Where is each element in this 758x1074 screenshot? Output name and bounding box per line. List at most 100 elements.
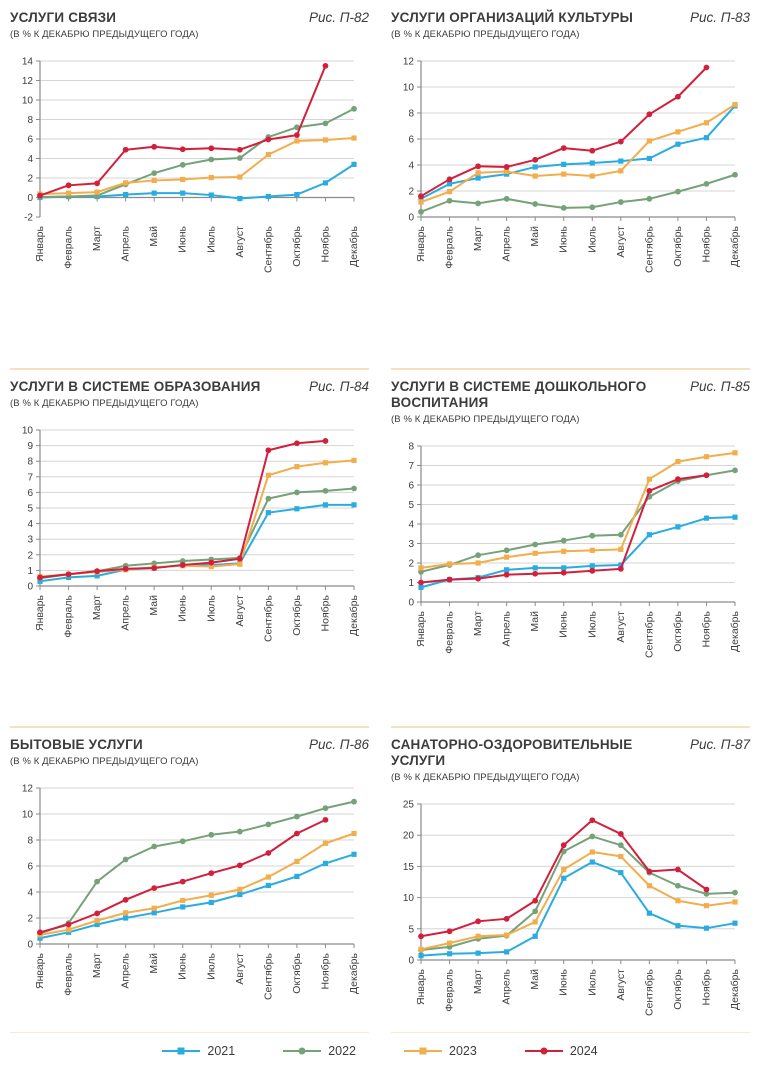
svg-text:Январь: Январь	[34, 952, 46, 989]
svg-text:Август: Август	[234, 226, 246, 258]
legend-label: 2023	[449, 1044, 477, 1058]
svg-text:10: 10	[403, 83, 415, 94]
legend-item-2024: 2024	[524, 1044, 598, 1058]
svg-text:25: 25	[403, 800, 415, 811]
square-marker-icon	[419, 1047, 427, 1055]
svg-text:Декабрь: Декабрь	[729, 968, 741, 1009]
svg-text:Январь: Январь	[415, 610, 427, 647]
legend-line-swatch	[162, 1047, 201, 1055]
line-chart-svg-p87: 0 5 10 15 20 25 Январь Февраль Март Апрель Май Июнь…	[403, 800, 741, 1017]
svg-text:2: 2	[27, 550, 33, 561]
svg-text:9: 9	[27, 441, 33, 452]
svg-text:10: 10	[22, 96, 34, 107]
legend-label: 2024	[569, 1044, 598, 1058]
svg-text:Октябрь: Октябрь	[672, 225, 684, 266]
legend-label: 2021	[207, 1044, 236, 1058]
svg-text:8: 8	[27, 836, 33, 847]
svg-text:2: 2	[27, 174, 33, 185]
chart-subtitle: (В % К ДЕКАБРЮ ПРЕДЫДУЩЕГО ГОДА)	[10, 756, 199, 767]
svg-text:8: 8	[408, 442, 414, 453]
svg-text:5: 5	[27, 504, 33, 515]
svg-text:Март: Март	[472, 969, 484, 994]
svg-text:Октябрь: Октябрь	[672, 610, 684, 651]
svg-text:Июль: Июль	[205, 225, 217, 252]
svg-text:Июль: Июль	[205, 952, 217, 979]
svg-text:2: 2	[408, 559, 414, 570]
svg-text:0: 0	[27, 582, 33, 593]
chart-header: УСЛУГИ В СИСТЕМЕ ДОШКОЛЬНОГО ВОСПИТАНИЯ …	[391, 379, 750, 411]
svg-text:Март: Март	[472, 226, 484, 251]
svg-text:Май: Май	[148, 226, 160, 247]
svg-text:4: 4	[408, 161, 414, 172]
svg-text:Март: Март	[91, 595, 103, 620]
svg-text:6: 6	[27, 862, 33, 873]
svg-text:Октябрь: Октябрь	[672, 968, 684, 1009]
svg-text:Сентябрь: Сентябрь	[643, 610, 655, 658]
legend-line-swatch	[283, 1047, 322, 1055]
svg-text:Декабрь: Декабрь	[348, 952, 360, 993]
chart-card-p86: БЫТОВЫЕ УСЛУГИ Рис. П-86 (В % К ДЕКАБРЮ …	[10, 726, 369, 1020]
svg-text:Октябрь: Октябрь	[291, 594, 303, 635]
svg-text:12: 12	[22, 76, 34, 87]
svg-text:-2: -2	[24, 213, 33, 224]
svg-text:Февраль: Февраль	[63, 594, 75, 637]
svg-text:Декабрь: Декабрь	[729, 225, 741, 266]
svg-text:Апрель: Апрель	[501, 225, 513, 261]
line-chart-svg-p84: 0 1 2 3 4 5 6 7 8 9 10 Январь Февраль Март Апрель Май Ию…	[22, 426, 360, 643]
svg-text:14: 14	[22, 57, 34, 68]
svg-text:Май: Май	[148, 953, 160, 974]
figure-label: Рис. П-84	[308, 379, 369, 394]
line-chart-svg-p85: 0 1 2 3 4 5 6 7 8 Январь Февраль Март Апрель Май Июнь И…	[408, 442, 741, 659]
svg-text:Апрель: Апрель	[120, 952, 132, 988]
svg-text:Июнь: Июнь	[177, 952, 189, 979]
chart-card-p84: УСЛУГИ В СИСТЕМЕ ОБРАЗОВАНИЯ Рис. П-84 (…	[10, 368, 369, 726]
svg-text:4: 4	[408, 520, 414, 531]
svg-text:Январь: Январь	[415, 968, 427, 1005]
charts-grid: УСЛУГИ СВЯЗИ Рис. П-82 (В % К ДЕКАБРЮ ПР…	[10, 10, 750, 1020]
svg-text:Февраль: Февраль	[444, 610, 456, 653]
legend-line-swatch	[524, 1047, 563, 1055]
svg-text:Декабрь: Декабрь	[729, 610, 741, 651]
svg-text:Август: Август	[234, 595, 246, 627]
svg-text:Январь: Январь	[34, 594, 46, 631]
svg-text:Июнь: Июнь	[177, 225, 189, 252]
svg-text:Май: Май	[529, 226, 541, 247]
svg-text:Август: Август	[615, 611, 627, 643]
svg-text:4: 4	[27, 154, 33, 165]
chart-subtitle: (В % К ДЕКАБРЮ ПРЕДЫДУЩЕГО ГОДА)	[10, 29, 199, 40]
figure-label: Рис. П-82	[308, 10, 369, 25]
legend-item-2022: 2022	[283, 1044, 356, 1058]
svg-text:Май: Май	[148, 595, 160, 616]
svg-text:Январь: Январь	[34, 225, 46, 262]
svg-text:0: 0	[27, 193, 33, 204]
svg-text:Сентябрь: Сентябрь	[262, 594, 274, 642]
svg-text:7: 7	[27, 472, 33, 483]
svg-text:Ноябрь: Ноябрь	[319, 225, 331, 262]
circle-marker-icon	[540, 1047, 548, 1055]
svg-text:10: 10	[22, 810, 34, 821]
figure-label: Рис. П-85	[689, 379, 750, 394]
svg-text:0: 0	[27, 940, 33, 951]
svg-text:0: 0	[408, 213, 414, 224]
figure-label: Рис. П-86	[308, 737, 369, 752]
svg-text:4: 4	[27, 888, 33, 899]
svg-text:6: 6	[27, 488, 33, 499]
svg-text:1: 1	[408, 578, 414, 589]
chart-header: УСЛУГИ СВЯЗИ Рис. П-82	[10, 10, 369, 26]
svg-text:Февраль: Февраль	[444, 225, 456, 268]
svg-text:Ноябрь: Ноябрь	[700, 610, 712, 647]
chart-subtitle: (В % К ДЕКАБРЮ ПРЕДЫДУЩЕГО ГОДА)	[391, 29, 580, 40]
svg-text:Декабрь: Декабрь	[348, 594, 360, 635]
svg-text:Ноябрь: Ноябрь	[319, 594, 331, 631]
chart-card-p83: УСЛУГИ ОРГАНИЗАЦИЙ КУЛЬТУРЫ Рис. П-83 (В…	[391, 10, 750, 368]
legend-separator	[10, 1032, 750, 1033]
chart-title: УСЛУГИ ОРГАНИЗАЦИЙ КУЛЬТУРЫ	[391, 10, 634, 25]
svg-text:15: 15	[403, 862, 415, 873]
chart-header: САНАТОРНО-ОЗДОРОВИТЕЛЬНЫЕ УСЛУГИ Рис. П-…	[391, 737, 750, 769]
svg-text:8: 8	[27, 457, 33, 468]
svg-text:Март: Март	[91, 226, 103, 251]
svg-text:Июль: Июль	[586, 968, 598, 995]
svg-text:12: 12	[22, 784, 34, 795]
legend-item-2021: 2021	[162, 1044, 235, 1058]
svg-text:Ноябрь: Ноябрь	[700, 968, 712, 1005]
